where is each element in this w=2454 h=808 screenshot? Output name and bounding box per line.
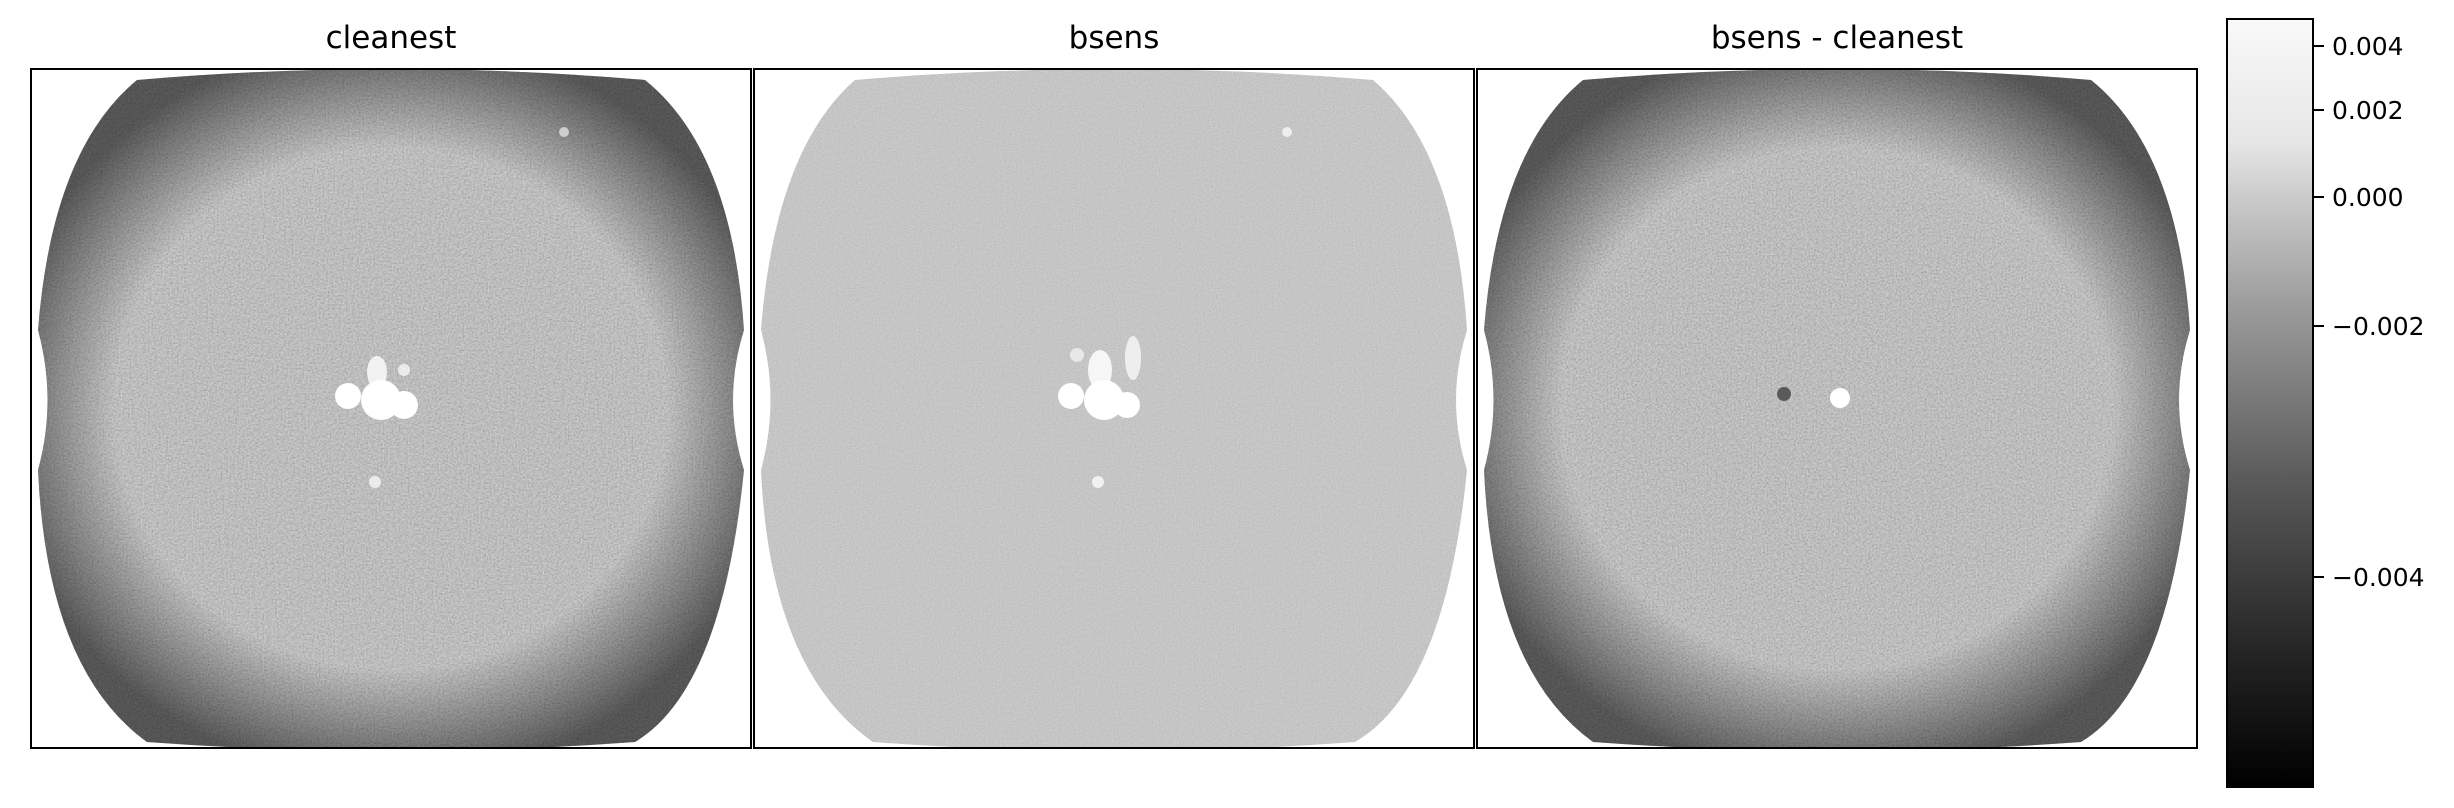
colorbar-tick: [2314, 325, 2324, 327]
colorbar-tick-label: 0.000: [2332, 183, 2404, 212]
colorbar-tick: [2314, 196, 2324, 198]
colorbar-tick: [2314, 576, 2324, 578]
panel-title-cleanest: cleanest: [325, 20, 457, 56]
colorbar-tick: [2314, 109, 2324, 111]
colorbar-tick-label: −0.002: [2332, 312, 2425, 341]
panel-title-difference: bsens - cleanest: [1710, 20, 1964, 56]
colorbar: [2226, 18, 2314, 788]
colorbar-tick-label: 0.002: [2332, 96, 2404, 125]
image-panel-difference: [1476, 68, 2198, 749]
image-panel-cleanest: [30, 68, 752, 749]
colorbar-tick-label: 0.004: [2332, 32, 2404, 61]
panel-title-bsens: bsens: [1068, 20, 1160, 56]
image-panel-bsens: [753, 68, 1475, 749]
colorbar-tick: [2314, 45, 2324, 47]
colorbar-tick-label: −0.004: [2332, 563, 2425, 592]
